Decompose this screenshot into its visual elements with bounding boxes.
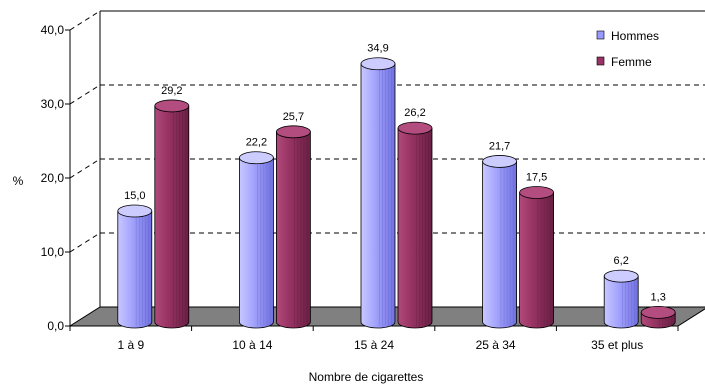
bar-body [360, 63, 396, 329]
bar-body [276, 131, 311, 329]
bar-top [482, 155, 518, 168]
data-label-femme-35-et-plus: 1,3 [651, 291, 666, 303]
x-tick-label: 1 à 9 [117, 338, 144, 352]
x-tick-label: 25 à 34 [476, 338, 516, 352]
bar-top [238, 151, 274, 165]
gridline-diagonal [69, 10, 101, 31]
data-label-hommes-15-24: 34,9 [367, 43, 388, 55]
data-label-hommes-10-14: 22,2 [246, 137, 267, 149]
bar-top [397, 121, 433, 135]
y-tick-label: 30,0 [41, 97, 65, 111]
bar-body [482, 161, 517, 329]
data-label-femme-10-14: 25,7 [283, 111, 304, 123]
data-label-hommes-25-34: 21,7 [489, 140, 510, 152]
y-tick-label: 40,0 [41, 23, 65, 37]
bar-femme-15-24 [397, 121, 433, 329]
y-tick-label: 20,0 [41, 171, 65, 185]
x-tick-label: 15 à 24 [354, 338, 394, 352]
axes: 0,0 10,0 20,0 30,0 40,0 1 à 9 10 à 14 15 à 24 25… [41, 23, 679, 352]
bar-top [360, 57, 396, 71]
gridlines [69, 10, 705, 253]
data-labels: 15,0 29,2 22,2 25,7 34,9 26,2 21,7 17,5 6,2 1,3 [124, 43, 666, 304]
bar-hommes-1-9 [117, 204, 153, 329]
y-tick-label: 10,0 [41, 245, 65, 259]
legend-swatch-hommes [596, 30, 605, 40]
x-tick-label: 10 à 14 [232, 338, 272, 352]
bar-hommes-15-24 [360, 57, 396, 329]
bars [117, 57, 676, 329]
data-label-femme-15-24: 26,2 [404, 107, 425, 119]
bar-top [603, 269, 639, 283]
legend: Hommes Femme [596, 29, 659, 69]
bar-body [117, 210, 153, 329]
bar-top [640, 305, 676, 319]
data-label-femme-25-34: 17,5 [526, 172, 547, 184]
bar-body [397, 127, 433, 329]
gridline-diagonal [69, 232, 101, 253]
x-axis-label: Nombre de cigarettes [309, 370, 424, 384]
legend-label-hommes: Hommes [611, 29, 659, 43]
y-axis-label: % [13, 174, 24, 188]
bar-femme-1-9 [154, 99, 190, 329]
data-label-hommes-1-9: 15,0 [124, 190, 145, 202]
gridline-diagonal [69, 158, 101, 179]
data-label-femme-1-9: 29,2 [161, 85, 182, 97]
bar-body [239, 157, 274, 329]
bar-femme-10-14 [275, 125, 311, 329]
data-label-hommes-35-et-plus: 6,2 [614, 255, 629, 267]
legend-label-femme: Femme [611, 55, 652, 69]
bar-hommes-25-34 [482, 155, 518, 329]
bar-body [603, 275, 639, 329]
legend-swatch-femme [596, 56, 605, 66]
bar-hommes-35-et-plus [603, 269, 639, 329]
bar-hommes-10-14 [238, 151, 274, 329]
bar-body [154, 105, 190, 329]
bar-femme-35-et-plus [640, 305, 676, 329]
bar-top [519, 186, 554, 199]
bar-femme-25-34 [519, 186, 554, 329]
x-tick-label: 35 et plus [591, 338, 643, 352]
y-tick-label: 0,0 [47, 319, 64, 333]
bar-top [154, 99, 190, 113]
bar-top [275, 125, 311, 139]
bar-body [519, 192, 554, 329]
gridline-diagonal [69, 84, 101, 105]
bar-top [117, 204, 153, 218]
